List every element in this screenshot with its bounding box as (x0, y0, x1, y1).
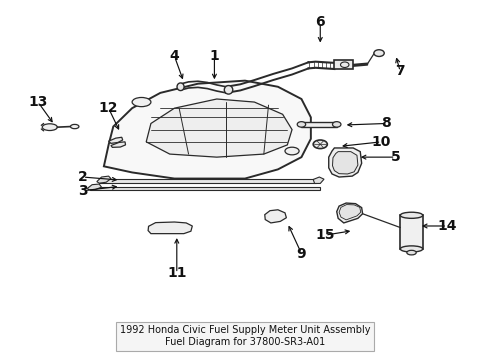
Ellipse shape (297, 122, 306, 127)
Text: 11: 11 (167, 266, 187, 280)
Text: 8: 8 (381, 117, 391, 130)
Bar (301, 122, 337, 127)
Ellipse shape (313, 140, 327, 149)
Polygon shape (109, 137, 122, 143)
Ellipse shape (132, 98, 151, 107)
Polygon shape (99, 180, 316, 184)
Ellipse shape (333, 122, 341, 127)
Polygon shape (337, 203, 363, 223)
Ellipse shape (42, 124, 57, 131)
Polygon shape (146, 99, 292, 157)
Ellipse shape (224, 86, 233, 94)
Polygon shape (87, 184, 101, 190)
Text: 13: 13 (28, 95, 48, 109)
Polygon shape (104, 81, 311, 179)
Ellipse shape (177, 83, 184, 91)
Bar (400, 215, 423, 249)
Polygon shape (148, 222, 192, 234)
Polygon shape (90, 186, 320, 190)
Polygon shape (265, 210, 286, 223)
Text: 7: 7 (395, 64, 405, 78)
Ellipse shape (407, 250, 416, 255)
Text: 4: 4 (170, 49, 179, 63)
Text: 5: 5 (391, 150, 400, 164)
Ellipse shape (71, 125, 79, 129)
Bar (334, 60, 353, 69)
Polygon shape (329, 148, 362, 177)
Text: 9: 9 (296, 247, 306, 261)
Ellipse shape (374, 50, 384, 57)
Polygon shape (333, 152, 358, 174)
Text: 2: 2 (78, 170, 88, 184)
Ellipse shape (400, 246, 423, 252)
Text: 14: 14 (438, 219, 457, 233)
Polygon shape (339, 204, 361, 220)
Polygon shape (313, 177, 324, 184)
Text: 6: 6 (316, 15, 325, 30)
Text: 1992 Honda Civic Fuel Supply Meter Unit Assembly
Fuel Diagram for 37800-SR3-A01: 1992 Honda Civic Fuel Supply Meter Unit … (120, 325, 370, 347)
Polygon shape (111, 142, 125, 147)
Text: 12: 12 (99, 101, 118, 115)
Text: 3: 3 (78, 184, 88, 198)
Text: 15: 15 (315, 228, 335, 242)
Polygon shape (97, 176, 111, 183)
Ellipse shape (400, 212, 423, 218)
Text: 1: 1 (210, 49, 220, 63)
Text: 10: 10 (372, 135, 391, 149)
Ellipse shape (285, 147, 299, 155)
